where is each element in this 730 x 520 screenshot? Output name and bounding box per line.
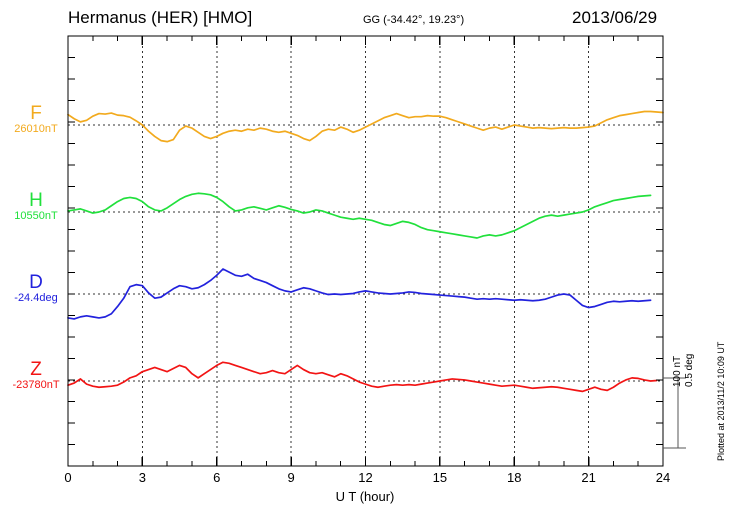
channel-baseline-f: 26010nT	[14, 122, 58, 135]
x-axis-title: U T (hour)	[335, 489, 395, 504]
x-tick-15: 15	[432, 470, 448, 485]
channel-label-d: D -24.4deg	[6, 273, 66, 304]
observation-date: 2013/06/29	[572, 8, 658, 27]
trace-h	[67, 192, 652, 239]
channel-symbol-d: D	[29, 272, 43, 293]
channel-symbol-h: H	[29, 190, 43, 211]
trace-f	[67, 110, 664, 143]
scale-bar	[663, 377, 686, 449]
grid-layer	[68, 36, 663, 466]
channel-label-z: Z -23780nT	[6, 360, 66, 391]
x-tick-3: 3	[138, 470, 146, 485]
scale-bar-line2: 0.5 deg	[683, 353, 695, 387]
channel-baseline-h: 10550nT	[14, 209, 58, 222]
channel-symbol-f: F	[30, 103, 42, 124]
x-tick-21: 21	[581, 470, 596, 485]
x-tick-24: 24	[655, 470, 671, 485]
scale-bar-line1: 100 nT	[672, 355, 683, 387]
trace-layer	[67, 110, 664, 393]
x-tick-0: 0	[64, 470, 72, 485]
trace-z	[67, 361, 658, 393]
plot-frame	[67, 35, 664, 467]
x-tick-9: 9	[287, 470, 295, 485]
plotted-timestamp: Plotted at 2013/11/2 10:09 UT	[716, 341, 726, 461]
trace-d	[67, 268, 652, 320]
scale-bar-label: 100 nT 0.5 deg	[672, 354, 695, 387]
x-tick-12: 12	[358, 470, 373, 485]
x-tick-6: 6	[213, 470, 221, 485]
station-title: Hermanus (HER) [HMO]	[68, 8, 253, 27]
channel-baseline-d: -24.4deg	[14, 291, 58, 304]
channel-symbol-z: Z	[30, 359, 42, 380]
geographic-coordinates: GG (-34.42°, 19.23°)	[363, 14, 465, 26]
channel-label-f: F 26010nT	[6, 104, 66, 135]
x-tick-18: 18	[507, 470, 522, 485]
channel-baseline-z: -23780nT	[12, 378, 60, 391]
channel-label-h: H 10550nT	[6, 191, 66, 222]
